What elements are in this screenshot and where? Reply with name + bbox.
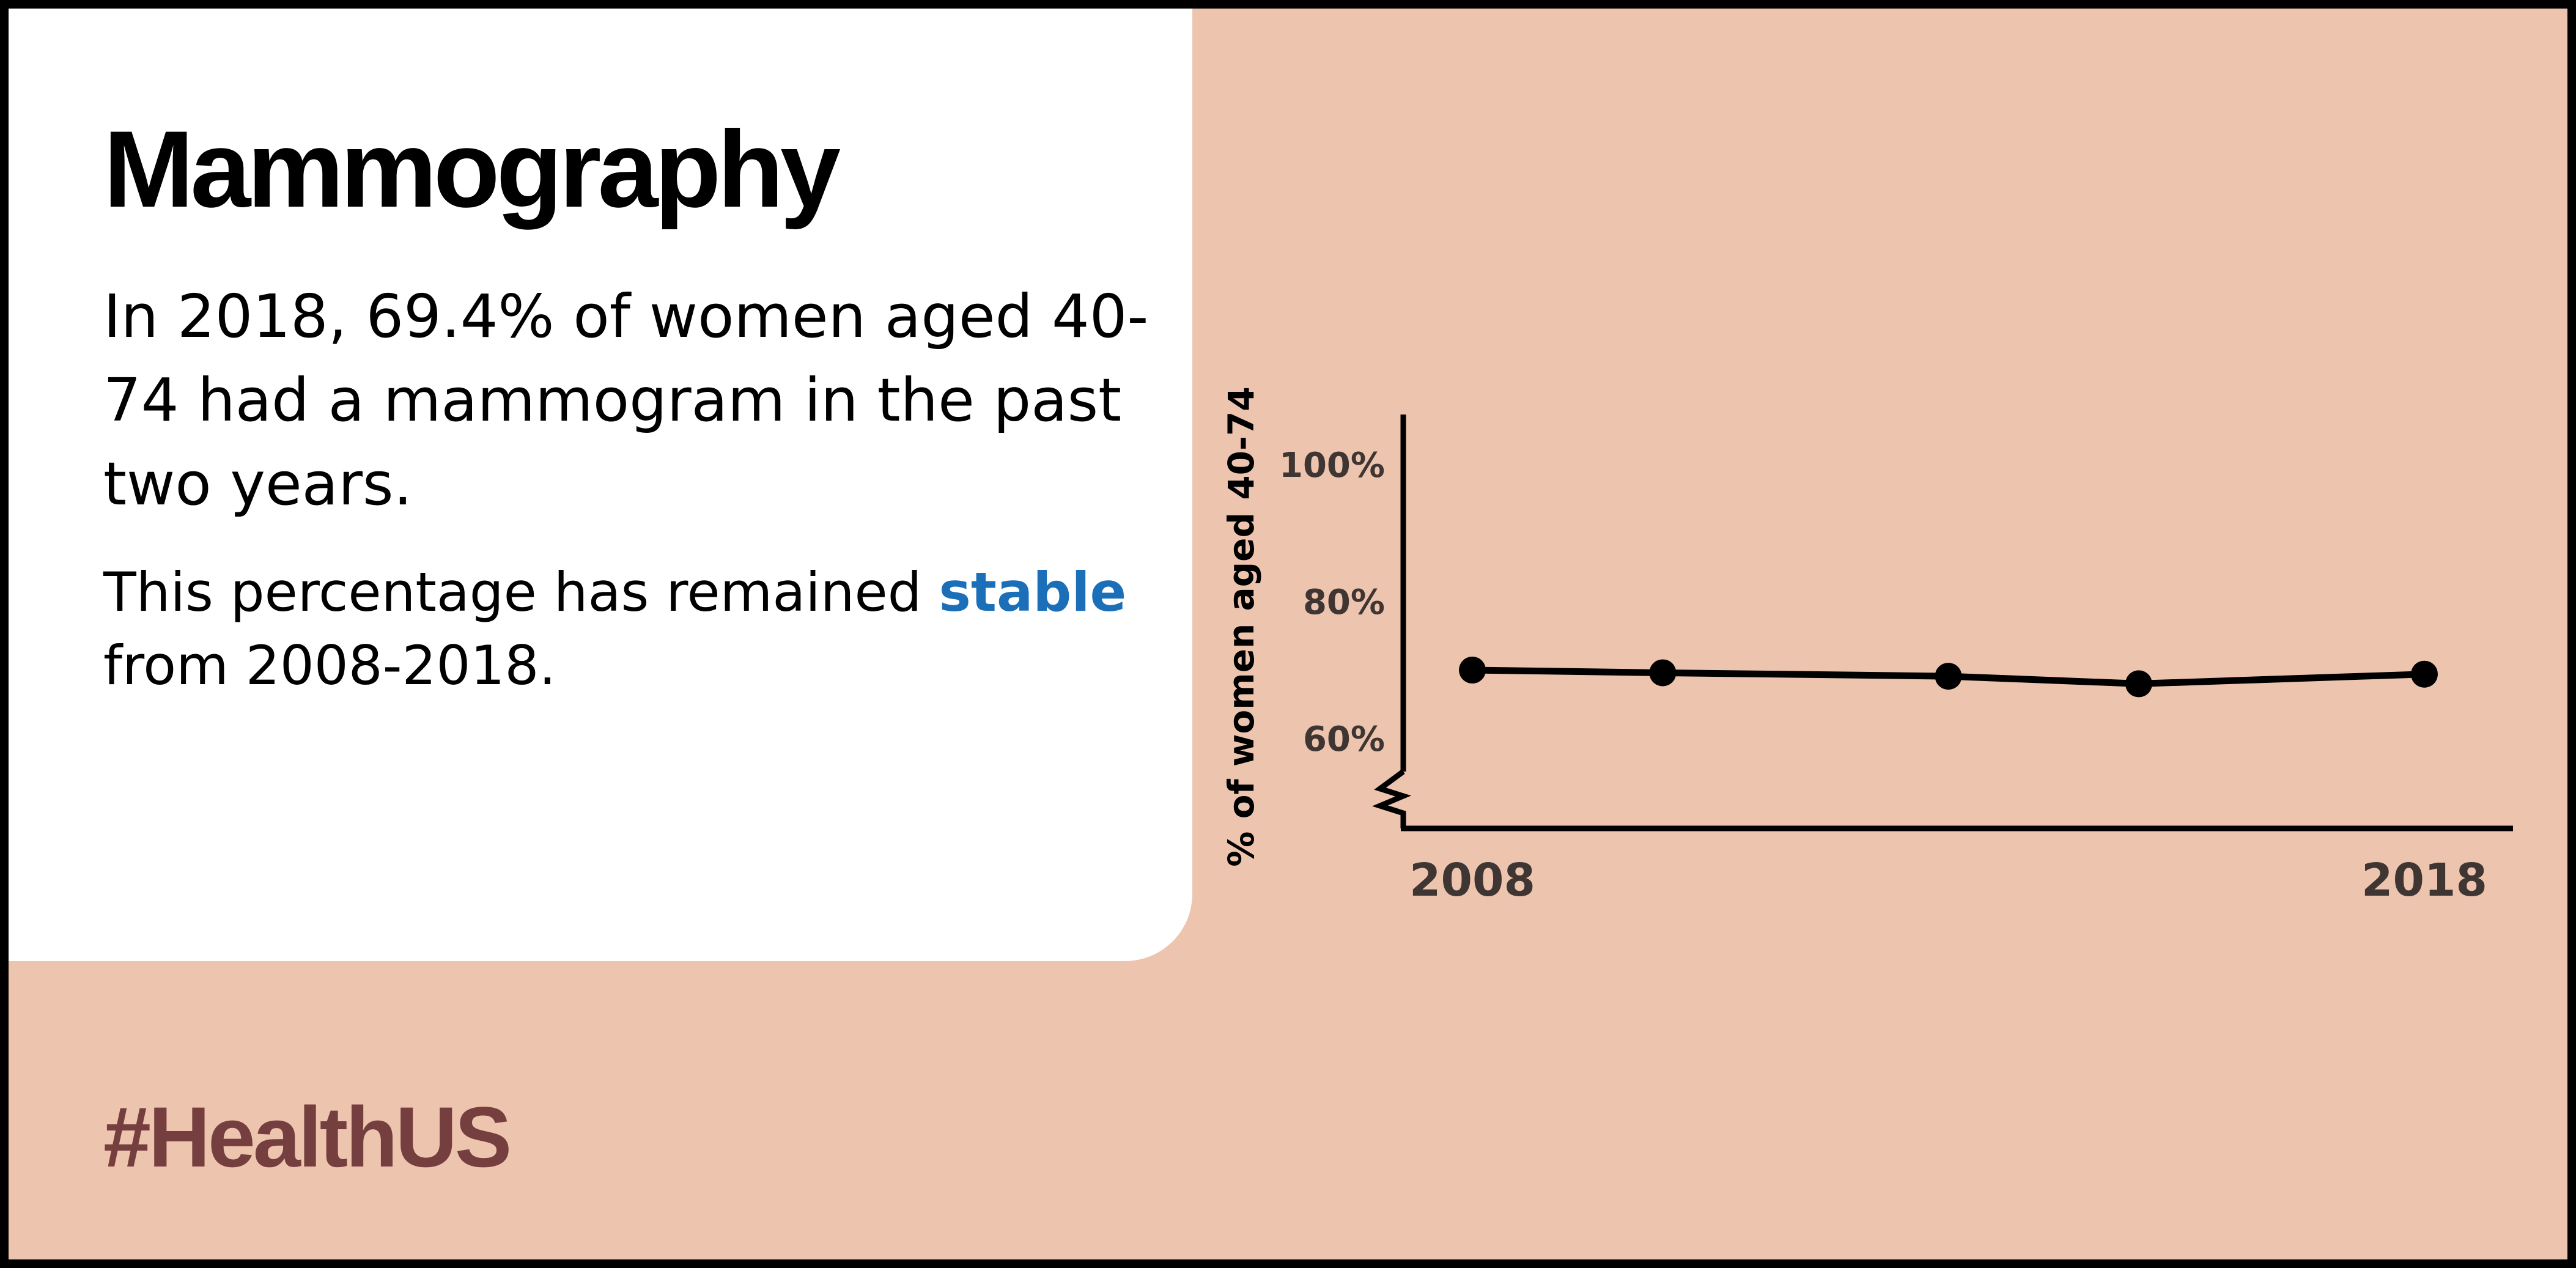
trend-text-before: This percentage has remained [103,561,939,624]
y-tick-label: 80% [1303,583,1385,622]
data-point [1935,663,1962,690]
x-tick-label: 2018 [2361,854,2487,907]
hashtag: #HealthUS [103,1089,512,1185]
trend-text-after: from 2008-2018. [103,634,556,697]
data-point [2125,670,2152,698]
summary-paragraph: In 2018, 69.4% of women aged 40-74 had a… [103,282,1149,518]
y-tick-labels: 60% 80% 100% [1279,446,1385,759]
y-tick-label: 60% [1303,720,1385,759]
x-tick-labels: 2008 2018 [1409,854,2487,907]
x-tick-label: 2008 [1409,854,1535,907]
y-axis-title: % of women aged 40-74 [1220,386,1262,866]
data-point [1649,659,1677,687]
data-point [1459,657,1486,684]
y-tick-label: 100% [1279,446,1385,485]
page-title: Mammography [103,108,841,230]
data-point [2411,660,2438,688]
trend-highlight: stable [939,561,1127,624]
text-card: Mammography In 2018, 69.4% of women aged… [9,9,1192,961]
trend-paragraph: This percentage has remained stable from… [103,556,1167,702]
y-axis-break [1371,769,1412,828]
data-series [1459,657,2438,698]
chart-axes [1371,415,2513,831]
